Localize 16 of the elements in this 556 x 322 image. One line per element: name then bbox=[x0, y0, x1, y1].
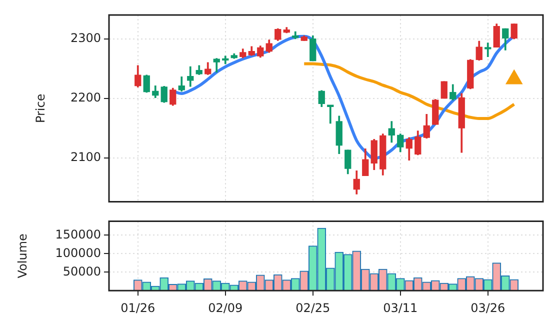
y-tick-label: 2300 bbox=[70, 30, 101, 45]
y-tick-label: 2100 bbox=[70, 150, 101, 164]
y-tick-label: 100000 bbox=[55, 246, 101, 260]
x-tick-label: 02/09 bbox=[208, 300, 243, 315]
y-tick-label: 50000 bbox=[62, 264, 101, 278]
y-tick-label: 2200 bbox=[70, 90, 101, 104]
line-series bbox=[302, 62, 516, 120]
y-axis-title: Volume bbox=[15, 234, 30, 278]
x-tick-label: 03/26 bbox=[470, 300, 506, 315]
x-tick-label: 01/26 bbox=[120, 300, 156, 315]
x-tick-label: 03/11 bbox=[383, 300, 418, 315]
candlestick bbox=[484, 42, 492, 57]
candlestick bbox=[327, 104, 334, 124]
x-tick-label: 02/25 bbox=[296, 300, 330, 315]
y-tick-label: 150000 bbox=[55, 227, 101, 242]
y-axis-title: Price bbox=[33, 94, 48, 124]
